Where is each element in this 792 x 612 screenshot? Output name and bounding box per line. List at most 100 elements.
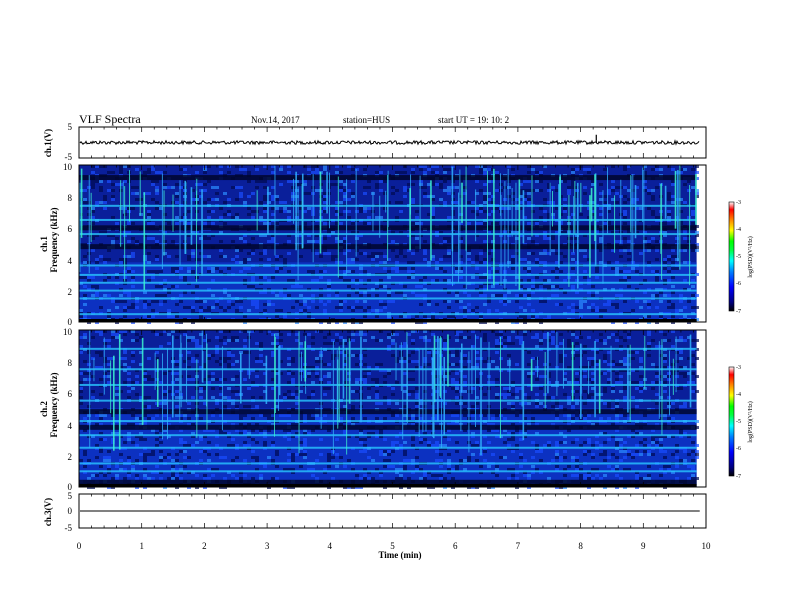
spectrogram-cell	[463, 429, 467, 432]
spectrogram-cell	[263, 186, 267, 189]
spectrogram-cell	[403, 285, 407, 288]
spectrogram-cell	[375, 435, 379, 438]
spectrogram-cell	[155, 465, 159, 468]
spectrogram-cell	[667, 375, 671, 378]
spectrogram-cell	[143, 300, 147, 303]
spectrogram-cell	[111, 195, 115, 198]
spectrogram-cell	[471, 210, 475, 213]
spectrogram-cell	[667, 378, 671, 381]
spectrogram-cell	[675, 216, 679, 219]
spectrogram-cell	[311, 165, 315, 168]
cb2-tick-m5: -5	[736, 419, 741, 425]
spectrogram-cell	[183, 306, 187, 309]
spectrogram-cell	[395, 477, 399, 480]
spectrogram-cell	[659, 450, 663, 453]
spectrogram-cell	[683, 372, 687, 375]
spectrogram-cell	[335, 261, 339, 264]
spectrogram-cell	[479, 189, 483, 192]
spectrogram-cell	[375, 468, 379, 471]
spectrogram-cell	[107, 189, 111, 192]
spectrogram-cell	[435, 417, 439, 420]
spectrogram-cell	[523, 474, 527, 477]
spectrogram-cell	[567, 429, 571, 432]
spectrogram-cell	[375, 183, 379, 186]
spectrogram-cell	[223, 396, 227, 399]
spectrogram-cell	[139, 423, 143, 426]
spectrogram-cell	[471, 435, 475, 438]
spectrogram-cell	[135, 417, 139, 420]
spectrogram-cell	[147, 303, 151, 306]
spectrogram-cell	[587, 207, 591, 210]
spectrogram-cell	[271, 237, 275, 240]
spectrogram-cell	[155, 444, 159, 447]
spectrogram-cell	[295, 180, 299, 183]
spectrogram-cell	[455, 381, 459, 384]
spectrogram-cell	[111, 357, 115, 360]
spectrogram-cell	[539, 375, 543, 378]
spectrogram-cell	[463, 366, 467, 369]
spectrogram-cell	[575, 306, 579, 309]
spectrogram-cell	[371, 252, 375, 255]
spectrogram-cell	[127, 471, 131, 474]
spectrogram-cell	[139, 351, 143, 354]
spectrogram-cell	[187, 417, 191, 420]
spectrogram-cell	[211, 468, 215, 471]
spectrogram-cell	[127, 231, 131, 234]
spectrogram-cell	[211, 378, 215, 381]
spectrogram-cell	[507, 186, 511, 189]
spectrogram-cell	[527, 261, 531, 264]
spectrogram-cell	[251, 237, 255, 240]
spectrogram-cell	[359, 330, 363, 333]
spectrogram-cell	[435, 459, 439, 462]
spectrogram-cell	[299, 414, 303, 417]
spectrogram-cell	[567, 306, 571, 309]
spectrogram-cell	[227, 300, 231, 303]
spectrogram-cell	[647, 249, 651, 252]
spectrogram-cell	[319, 330, 323, 333]
spectrogram-cell	[475, 444, 479, 447]
spectrogram-cell	[495, 339, 499, 342]
spectrogram-cell	[587, 216, 591, 219]
spectrogram-cell	[271, 459, 275, 462]
spectrogram-cell	[631, 453, 635, 456]
station-label: station=HUS	[343, 115, 390, 125]
spectrogram-cell	[439, 372, 443, 375]
spectrogram-cell	[291, 357, 295, 360]
spectrogram-cell	[507, 477, 511, 480]
spectrogram-cell	[595, 474, 599, 477]
spectrogram-cell	[579, 249, 583, 252]
spectrogram-cell	[667, 396, 671, 399]
spectrogram-cell	[487, 192, 491, 195]
spectrogram-cell	[571, 288, 575, 291]
spectrogram-cell	[479, 165, 483, 168]
spectrogram-cell	[263, 180, 267, 183]
spectrogram-cell	[99, 465, 103, 468]
spectrogram-cell	[283, 207, 287, 210]
spectrogram-cell	[191, 432, 195, 435]
spectrogram-cell	[435, 390, 439, 393]
spectrogram-cell	[535, 222, 539, 225]
spectrogram-cell	[671, 453, 675, 456]
spectrogram-cell	[287, 279, 291, 282]
spectrogram-cell	[255, 459, 259, 462]
spectrogram-cell	[655, 186, 659, 189]
spectrogram-cell	[427, 339, 431, 342]
spectrogram-cell	[103, 372, 107, 375]
spectrogram-cell	[259, 477, 263, 480]
spectrogram-cell	[639, 375, 643, 378]
spectrogram-cell	[407, 477, 411, 480]
spectrogram-cell	[487, 300, 491, 303]
spectrogram-cell	[219, 165, 223, 168]
spectrogram-cell	[595, 339, 599, 342]
spectrogram-cell	[131, 255, 135, 258]
spectrogram-cell	[595, 291, 599, 294]
spectrogram-cell	[311, 417, 315, 420]
spectrogram-cell	[379, 300, 383, 303]
spectrogram-cell	[527, 474, 531, 477]
spectrogram-cell	[327, 429, 331, 432]
spectrogram-cell	[659, 330, 663, 333]
spectrogram-cell	[519, 279, 523, 282]
spectrogram-cell	[547, 363, 551, 366]
spectrogram-cell	[251, 285, 255, 288]
spectrogram-cell	[571, 267, 575, 270]
